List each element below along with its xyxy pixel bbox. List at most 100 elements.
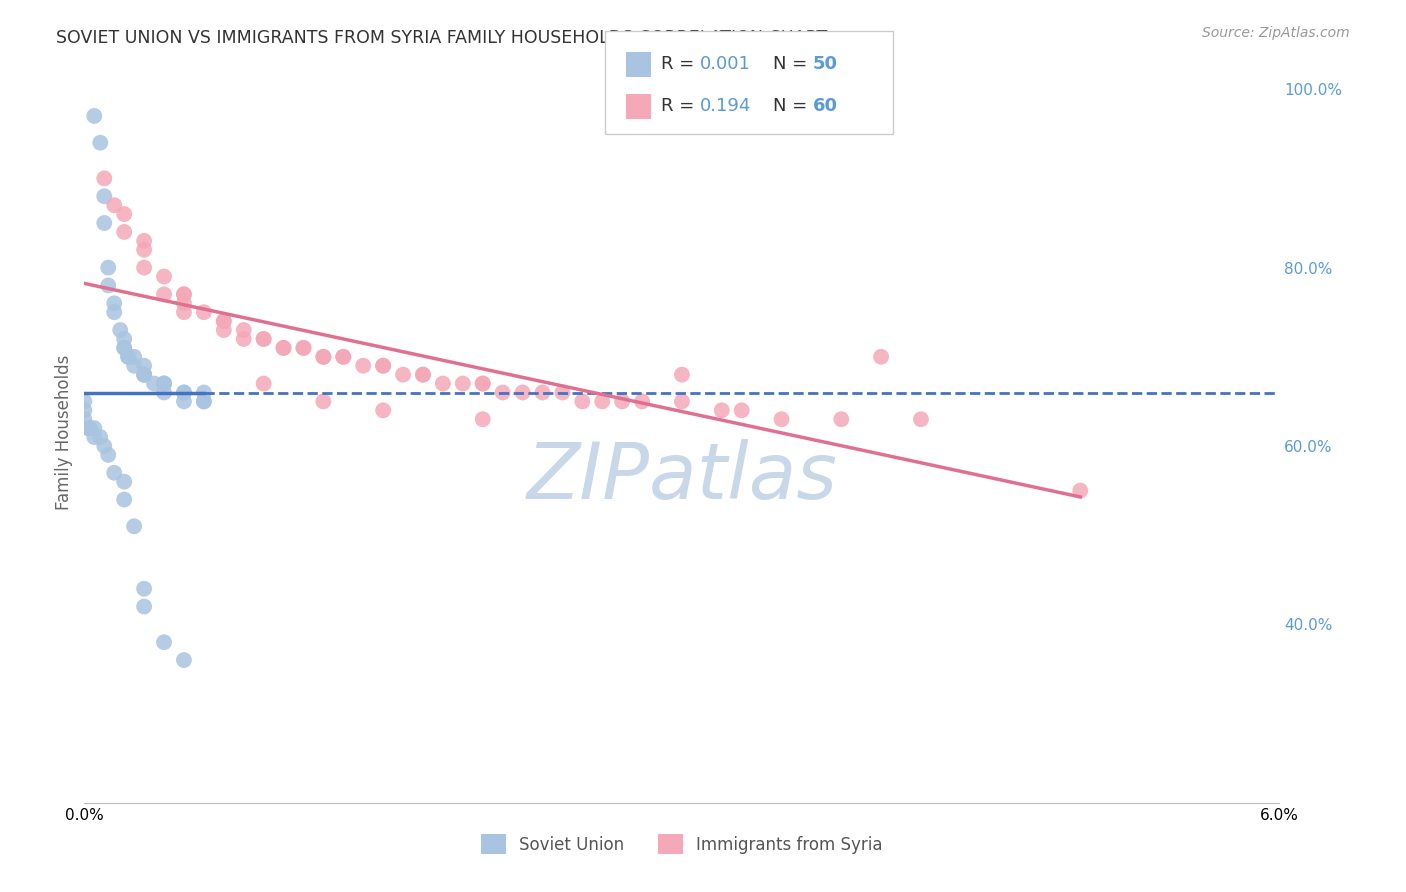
Point: [173, 385, 195, 400]
Point: [112, 207, 135, 221]
Point: [392, 368, 415, 382]
Point: [97, 448, 120, 462]
Point: [671, 368, 693, 382]
Text: 50: 50: [813, 55, 838, 73]
Point: [122, 359, 145, 373]
Point: [117, 350, 139, 364]
Point: [112, 332, 135, 346]
Point: [332, 350, 354, 364]
Text: SOVIET UNION VS IMMIGRANTS FROM SYRIA FAMILY HOUSEHOLDS CORRELATION CHART: SOVIET UNION VS IMMIGRANTS FROM SYRIA FA…: [56, 29, 828, 46]
Point: [110, 323, 132, 337]
Point: [112, 341, 135, 355]
Text: R =: R =: [661, 55, 700, 73]
Point: [93, 189, 115, 203]
Point: [103, 296, 125, 310]
Point: [97, 278, 120, 293]
Point: [153, 287, 176, 301]
Text: Source: ZipAtlas.com: Source: ZipAtlas.com: [1202, 26, 1350, 40]
Point: [591, 394, 613, 409]
Point: [83, 109, 105, 123]
Point: [173, 385, 195, 400]
Point: [512, 385, 534, 400]
Point: [112, 225, 135, 239]
Point: [232, 323, 254, 337]
Point: [312, 350, 335, 364]
Point: [253, 332, 276, 346]
Point: [1069, 483, 1091, 498]
Point: [373, 359, 395, 373]
Point: [870, 350, 893, 364]
Text: 0.001: 0.001: [700, 55, 751, 73]
Point: [551, 385, 574, 400]
Point: [112, 475, 135, 489]
Point: [103, 466, 125, 480]
Point: [79, 421, 101, 435]
Point: [332, 350, 354, 364]
Point: [193, 394, 215, 409]
Point: [253, 332, 276, 346]
Text: 0.194: 0.194: [700, 97, 752, 115]
Text: N =: N =: [773, 97, 813, 115]
Point: [770, 412, 793, 426]
Point: [153, 635, 176, 649]
Point: [612, 394, 634, 409]
Point: [312, 394, 335, 409]
Point: [212, 314, 235, 328]
Point: [132, 368, 156, 382]
Point: [132, 359, 156, 373]
Point: [132, 368, 156, 382]
Point: [492, 385, 515, 400]
Point: [173, 305, 195, 319]
Point: [193, 385, 215, 400]
Legend: Soviet Union, Immigrants from Syria: Soviet Union, Immigrants from Syria: [474, 828, 890, 861]
Point: [132, 582, 156, 596]
Point: [312, 350, 335, 364]
Point: [97, 260, 120, 275]
Point: [132, 260, 156, 275]
Point: [83, 421, 105, 435]
Point: [73, 394, 96, 409]
Point: [143, 376, 166, 391]
Point: [153, 376, 176, 391]
Point: [173, 287, 195, 301]
Point: [471, 412, 494, 426]
Point: [531, 385, 554, 400]
Point: [910, 412, 932, 426]
Point: [77, 421, 100, 435]
Point: [193, 305, 215, 319]
Text: 60: 60: [813, 97, 838, 115]
Point: [122, 519, 145, 533]
Text: R =: R =: [661, 97, 700, 115]
Point: [830, 412, 852, 426]
Point: [173, 653, 195, 667]
Point: [710, 403, 733, 417]
Point: [103, 198, 125, 212]
Point: [412, 368, 434, 382]
Point: [451, 376, 474, 391]
Point: [117, 350, 139, 364]
Point: [93, 171, 115, 186]
Point: [212, 314, 235, 328]
Point: [631, 394, 654, 409]
Point: [112, 492, 135, 507]
Point: [412, 368, 434, 382]
Point: [132, 234, 156, 248]
Point: [273, 341, 295, 355]
Point: [153, 385, 176, 400]
Point: [93, 439, 115, 453]
Point: [73, 403, 96, 417]
Point: [112, 341, 135, 355]
Point: [93, 216, 115, 230]
Point: [571, 394, 593, 409]
Point: [173, 296, 195, 310]
Point: [253, 376, 276, 391]
Point: [373, 403, 395, 417]
Point: [273, 341, 295, 355]
Point: [212, 323, 235, 337]
Point: [292, 341, 315, 355]
Point: [373, 359, 395, 373]
Y-axis label: Family Households: Family Households: [55, 355, 73, 510]
Text: ZIPatlas: ZIPatlas: [526, 439, 838, 515]
Point: [173, 394, 195, 409]
Point: [193, 394, 215, 409]
